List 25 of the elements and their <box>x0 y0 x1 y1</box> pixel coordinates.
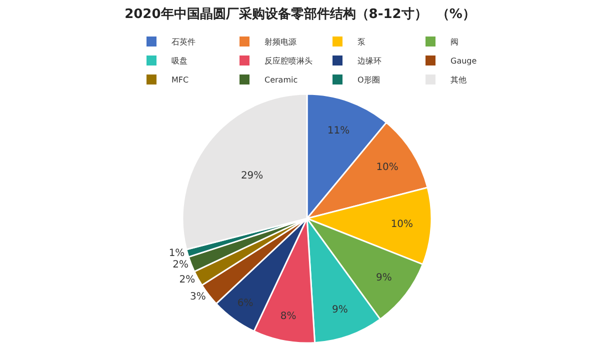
legend-label: 边缘环 <box>358 56 382 66</box>
legend-label: 反应腔喷淋头 <box>264 56 312 66</box>
legend-label: 阀 <box>450 38 458 47</box>
data-label: 10% <box>376 162 398 174</box>
legend-label: O形圈 <box>358 76 380 85</box>
data-label: 2% <box>172 260 188 271</box>
legend-label: 泵 <box>358 38 366 47</box>
data-label: 3% <box>190 291 206 302</box>
data-label: 8% <box>280 310 296 322</box>
data-label: 9% <box>332 304 348 316</box>
data-label: 11% <box>327 126 350 136</box>
data-label: 1% <box>168 248 185 260</box>
data-label: 10% <box>390 218 414 230</box>
legend-label: Gauge <box>450 56 477 66</box>
legend-label: 射频电源 <box>264 38 296 47</box>
legend-label: 石英件 <box>172 38 196 47</box>
legend-label: MFC <box>172 76 190 85</box>
legend-label: Ceramic <box>264 76 298 85</box>
data-label: 9% <box>376 272 392 284</box>
legend-label: 其他 <box>450 76 466 85</box>
data-label: 6% <box>237 298 254 309</box>
data-label: 29% <box>240 170 264 182</box>
chart-title: 2020年中国晶圆厂采购设备零部件结构（8-12寸） （%） <box>124 6 476 22</box>
legend-label: 吸盘 <box>172 56 188 66</box>
data-label: 2% <box>179 274 196 286</box>
